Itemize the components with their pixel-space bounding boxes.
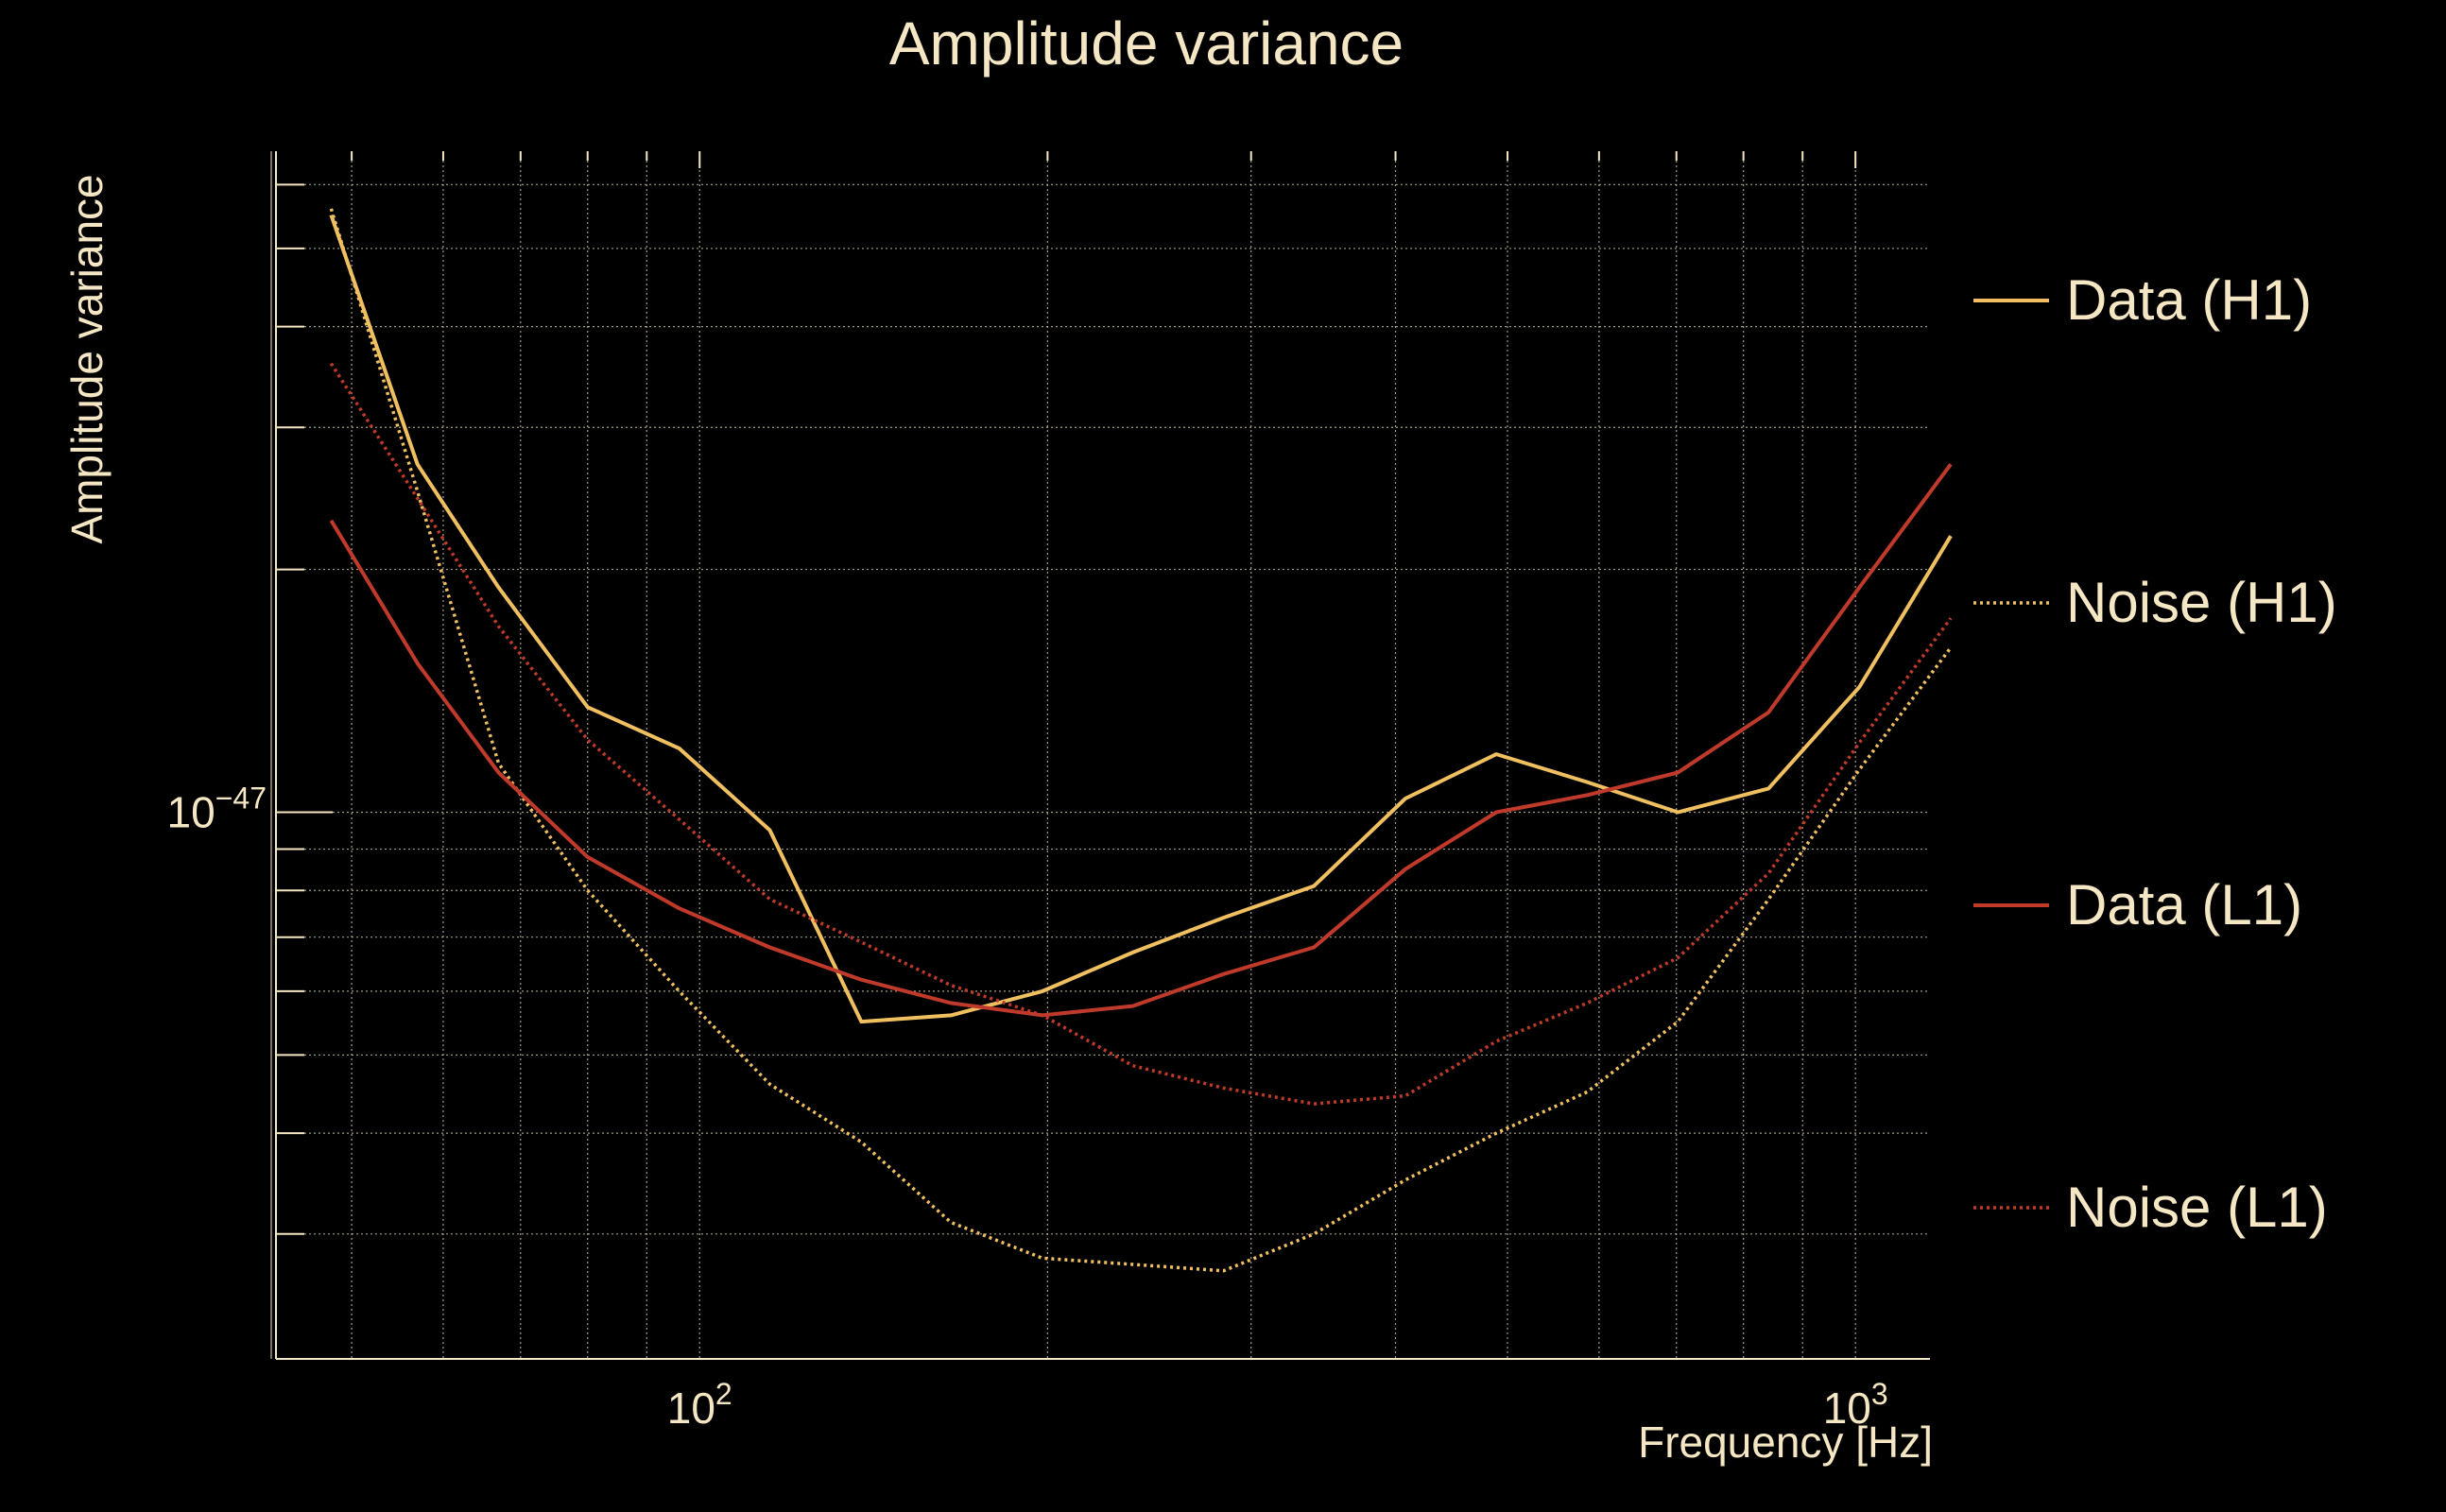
legend: Data (H1) Noise (H1) Data (L1) Noise (L1) [1973,268,2337,1239]
series-lines [329,208,1953,1273]
legend-label: Data (L1) [2066,873,2302,936]
tick-labels: 102 103 10−47 [167,781,1888,1433]
chart-title: Amplitude variance [889,9,1404,77]
y-tick-label: 10−47 [167,781,267,836]
x-tick-label: 103 [1823,1377,1888,1433]
x-axis-label: Frequency [Hz] [1638,1418,1933,1467]
x-tick-label: 102 [667,1377,732,1433]
y-axis-label: Amplitude variance [62,174,112,543]
legend-label: Data (H1) [2066,268,2312,332]
axes [270,151,1930,1360]
grid [276,151,1930,1359]
legend-label: Noise (H1) [2066,571,2337,634]
series-line-3 [329,362,1953,1106]
series-line-0 [329,214,1953,1024]
legend-label: Noise (L1) [2066,1176,2328,1239]
series-line-2 [329,463,1953,1018]
series-line-1 [329,208,1953,1273]
